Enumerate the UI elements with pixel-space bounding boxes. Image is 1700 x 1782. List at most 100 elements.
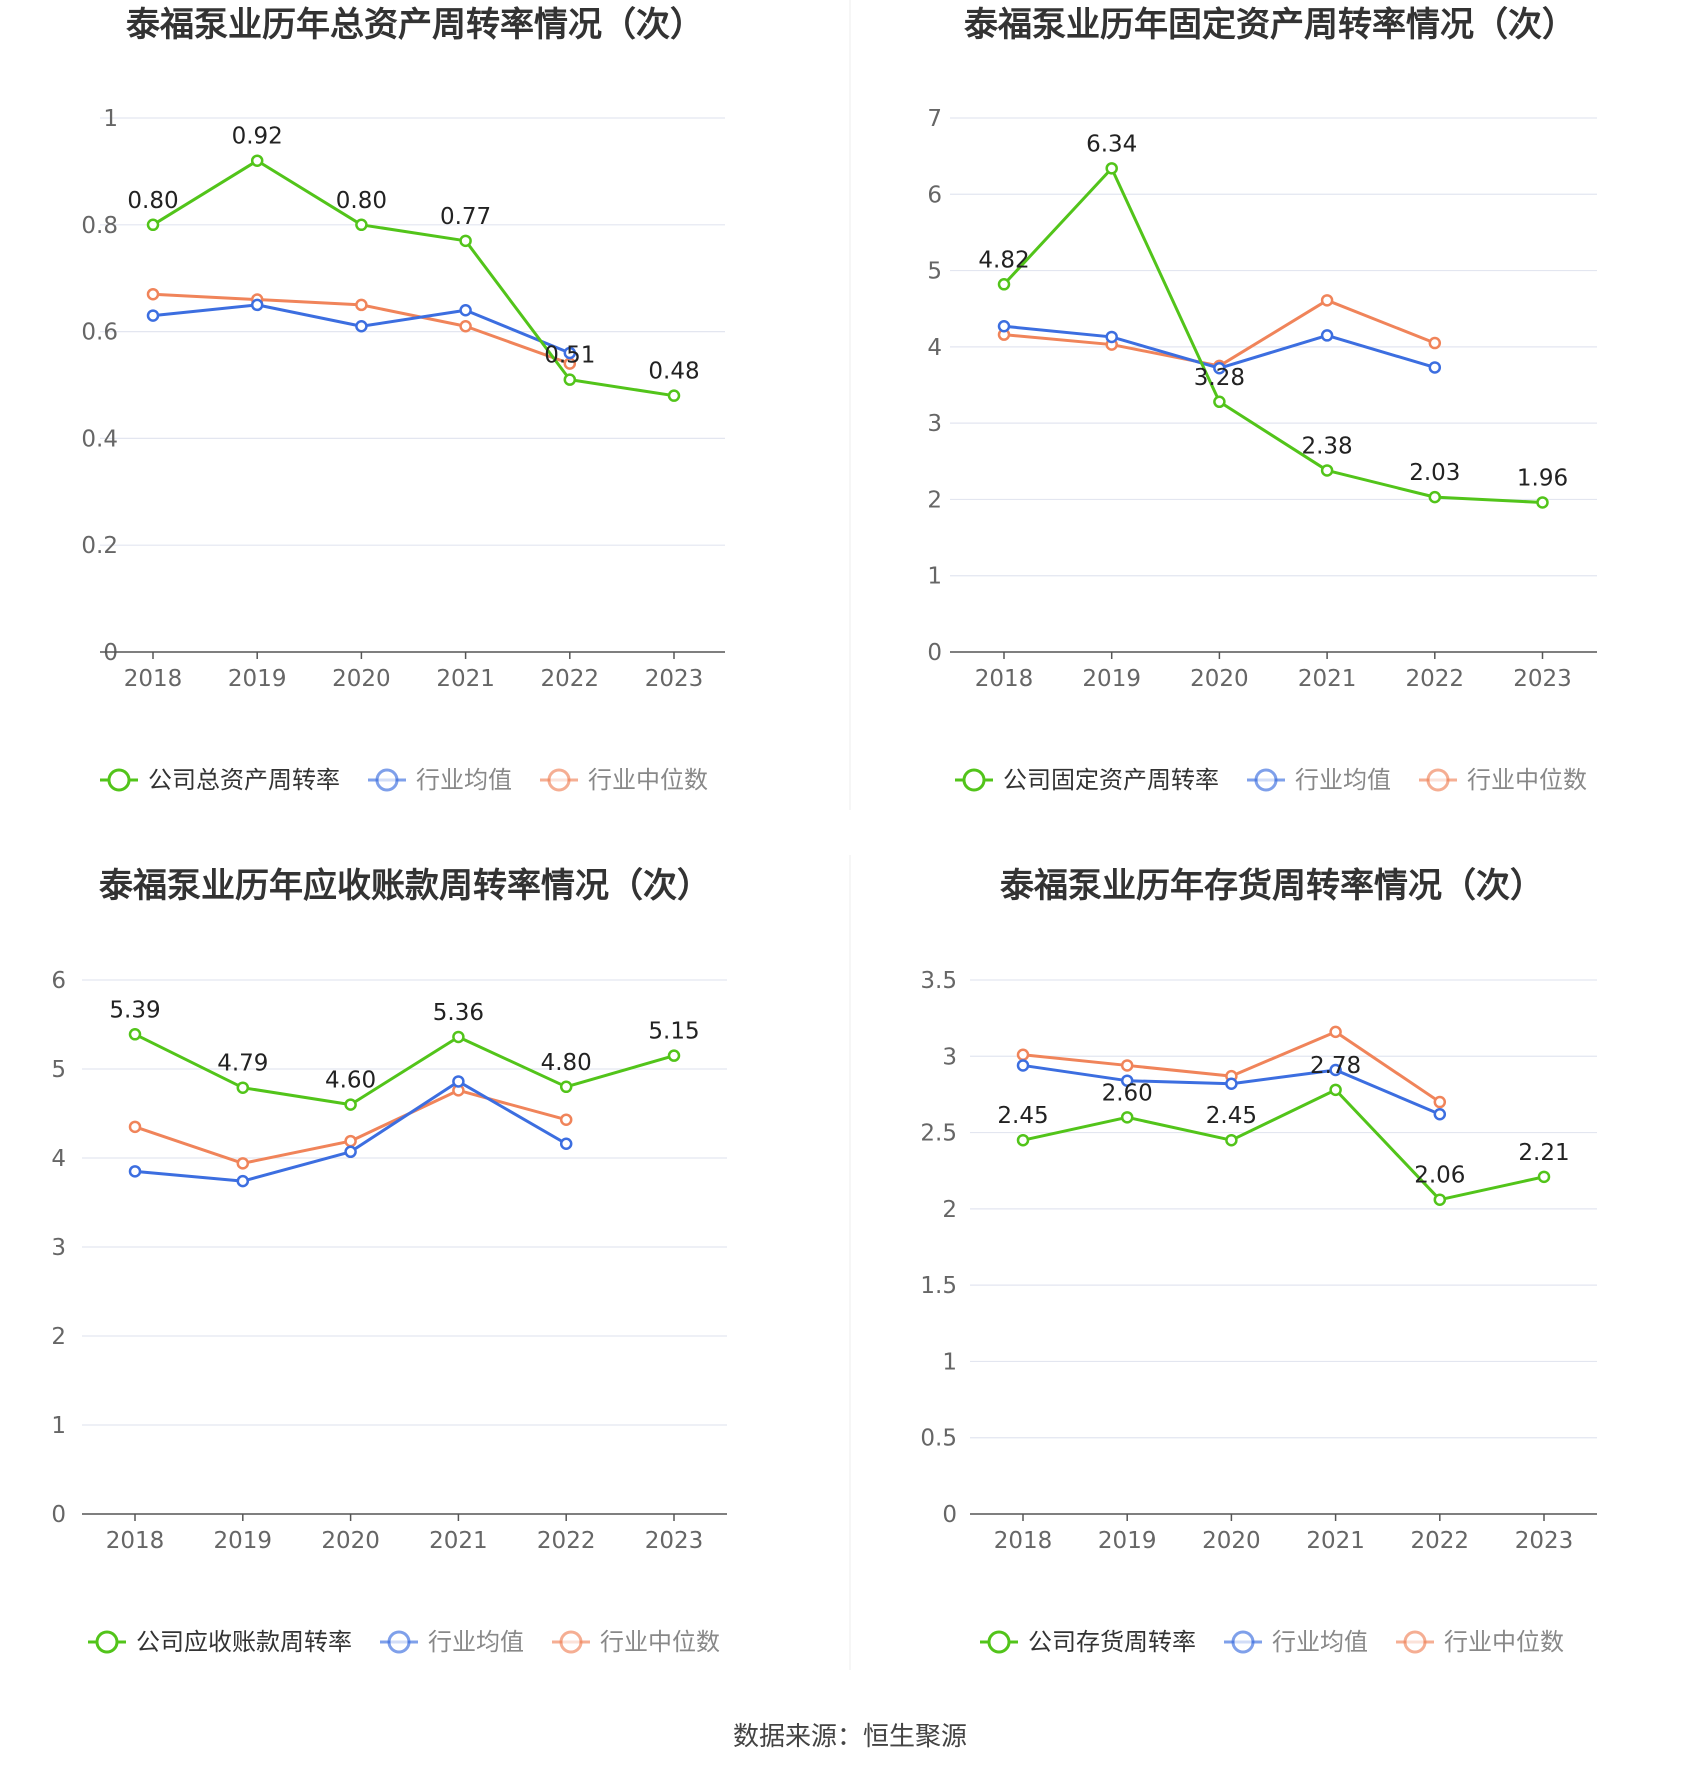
chart-title: 泰福泵业历年应收账款周转率情况（次）	[99, 866, 711, 906]
x-tick-label: 2023	[1515, 1528, 1574, 1554]
y-tick-label: 0.5	[920, 1426, 957, 1452]
x-tick-label: 2019	[214, 1528, 273, 1554]
x-tick-label: 2018	[975, 666, 1034, 692]
data-point	[1433, 1095, 1447, 1109]
data-point	[128, 1120, 142, 1134]
legend-label: 行业均值	[1295, 766, 1391, 794]
y-tick-label: 2	[51, 1324, 66, 1350]
legend-swatch-marker	[95, 1630, 119, 1654]
data-label: 2.38	[1301, 433, 1352, 459]
data-point	[1120, 1059, 1134, 1072]
legend-item[interactable]: 行业中位数	[1396, 1628, 1564, 1656]
legend-label: 行业均值	[416, 766, 512, 794]
x-tick-label: 2021	[1306, 1528, 1365, 1554]
y-tick-label: 1	[942, 1349, 957, 1375]
y-tick-label: 6	[927, 182, 942, 208]
y-tick-label: 5	[51, 1057, 66, 1083]
data-point	[1428, 361, 1442, 374]
data-label: 2.45	[997, 1103, 1048, 1129]
data-point	[355, 218, 368, 232]
y-tick-label: 6	[51, 968, 66, 994]
series-company	[146, 154, 681, 402]
x-tick-label: 2020	[321, 1528, 380, 1554]
y-tick-label: 5	[927, 259, 942, 285]
data-point	[1213, 361, 1226, 375]
legend: 公司应收账款周转率 行业均值 行业中位数	[88, 1628, 720, 1656]
legend-label: 公司存货周转率	[1028, 1628, 1196, 1656]
data-point	[1120, 1074, 1134, 1087]
data-point	[997, 278, 1011, 291]
data-point	[559, 1080, 573, 1094]
x-tick-label: 2018	[124, 666, 183, 692]
data-label: 2.45	[1206, 1103, 1257, 1129]
legend-item[interactable]: 行业均值	[368, 766, 512, 794]
legend-item[interactable]: 公司应收账款周转率	[88, 1628, 352, 1656]
legend-item[interactable]: 行业均值	[1247, 766, 1391, 794]
legend-swatch-marker	[987, 1630, 1011, 1654]
data-point	[1537, 1170, 1551, 1184]
legend-item[interactable]: 公司存货周转率	[980, 1628, 1196, 1656]
series-line	[1022, 1030, 1441, 1104]
data-point	[563, 346, 577, 360]
x-tick-label: 2018	[106, 1528, 165, 1554]
series-company	[128, 1028, 681, 1111]
data-point	[128, 1165, 142, 1178]
legend-item[interactable]: 行业中位数	[1419, 766, 1587, 794]
data-point	[1225, 1133, 1238, 1147]
y-tick-label: 4	[51, 1146, 66, 1172]
legend-swatch-marker	[962, 768, 986, 792]
data-point	[997, 320, 1011, 333]
data-point	[355, 320, 368, 333]
legend-label: 行业均值	[428, 1628, 524, 1656]
legend-item[interactable]: 行业均值	[1224, 1628, 1368, 1656]
data-label: 0.80	[336, 188, 387, 214]
data-point	[1213, 395, 1226, 409]
data-label: 4.80	[541, 1050, 592, 1076]
data-label: 6.34	[1086, 131, 1137, 157]
data-label: 0.80	[127, 188, 178, 214]
legend-item[interactable]: 行业中位数	[540, 766, 708, 794]
data-point	[1320, 464, 1334, 477]
legend-label: 公司总资产周转率	[148, 766, 340, 794]
legend-item[interactable]: 公司固定资产周转率	[955, 766, 1219, 794]
x-tick-label: 2020	[332, 666, 391, 692]
y-tick-label: 1.5	[920, 1273, 957, 1299]
data-label: 2.78	[1310, 1053, 1361, 1079]
data-point	[344, 1145, 357, 1159]
legend-item[interactable]: 行业均值	[380, 1628, 524, 1656]
series-industry-median	[1016, 1025, 1447, 1109]
chart-title: 泰福泵业历年固定资产周转率情况（次）	[964, 5, 1576, 45]
data-label: 5.15	[648, 1019, 699, 1045]
legend-item[interactable]: 行业中位数	[552, 1628, 720, 1656]
legend-label: 行业中位数	[1467, 766, 1587, 794]
data-point	[1428, 336, 1442, 350]
legend-swatch-marker	[1426, 768, 1450, 792]
chart-title: 泰福泵业历年存货周转率情况（次）	[1000, 866, 1544, 906]
y-tick-label: 0.4	[81, 426, 118, 452]
data-label: 4.60	[325, 1068, 376, 1094]
chart-panel-4: 泰福泵业历年存货周转率情况（次） 0 0.5 1 1.5 2 2.5 3 3.5 2018 2019…	[920, 866, 1597, 1656]
x-tick-label: 2023	[645, 666, 704, 692]
data-point	[563, 373, 577, 386]
legend-swatch-marker	[547, 768, 571, 792]
y-tick-label: 0	[103, 640, 118, 666]
x-tick-label: 2022	[1406, 666, 1465, 692]
y-tick-label: 0.2	[81, 533, 118, 559]
x-tick-label: 2021	[429, 1528, 488, 1554]
data-point	[459, 303, 472, 317]
series-line	[134, 1032, 675, 1107]
series-line	[152, 159, 675, 398]
data-point	[667, 389, 681, 402]
data-point	[1120, 1111, 1134, 1124]
y-tick-label: 3.5	[920, 968, 957, 994]
data-point	[1329, 1063, 1342, 1077]
x-tick-label: 2019	[228, 666, 287, 692]
legend-swatch-marker	[107, 768, 131, 792]
legend-item[interactable]: 公司总资产周转率	[100, 766, 340, 794]
data-point	[250, 154, 264, 167]
y-tick-label: 3	[927, 411, 942, 437]
data-point	[250, 298, 264, 312]
x-tick-label: 2019	[1098, 1528, 1157, 1554]
data-point	[1428, 490, 1442, 504]
data-point	[1329, 1025, 1342, 1039]
